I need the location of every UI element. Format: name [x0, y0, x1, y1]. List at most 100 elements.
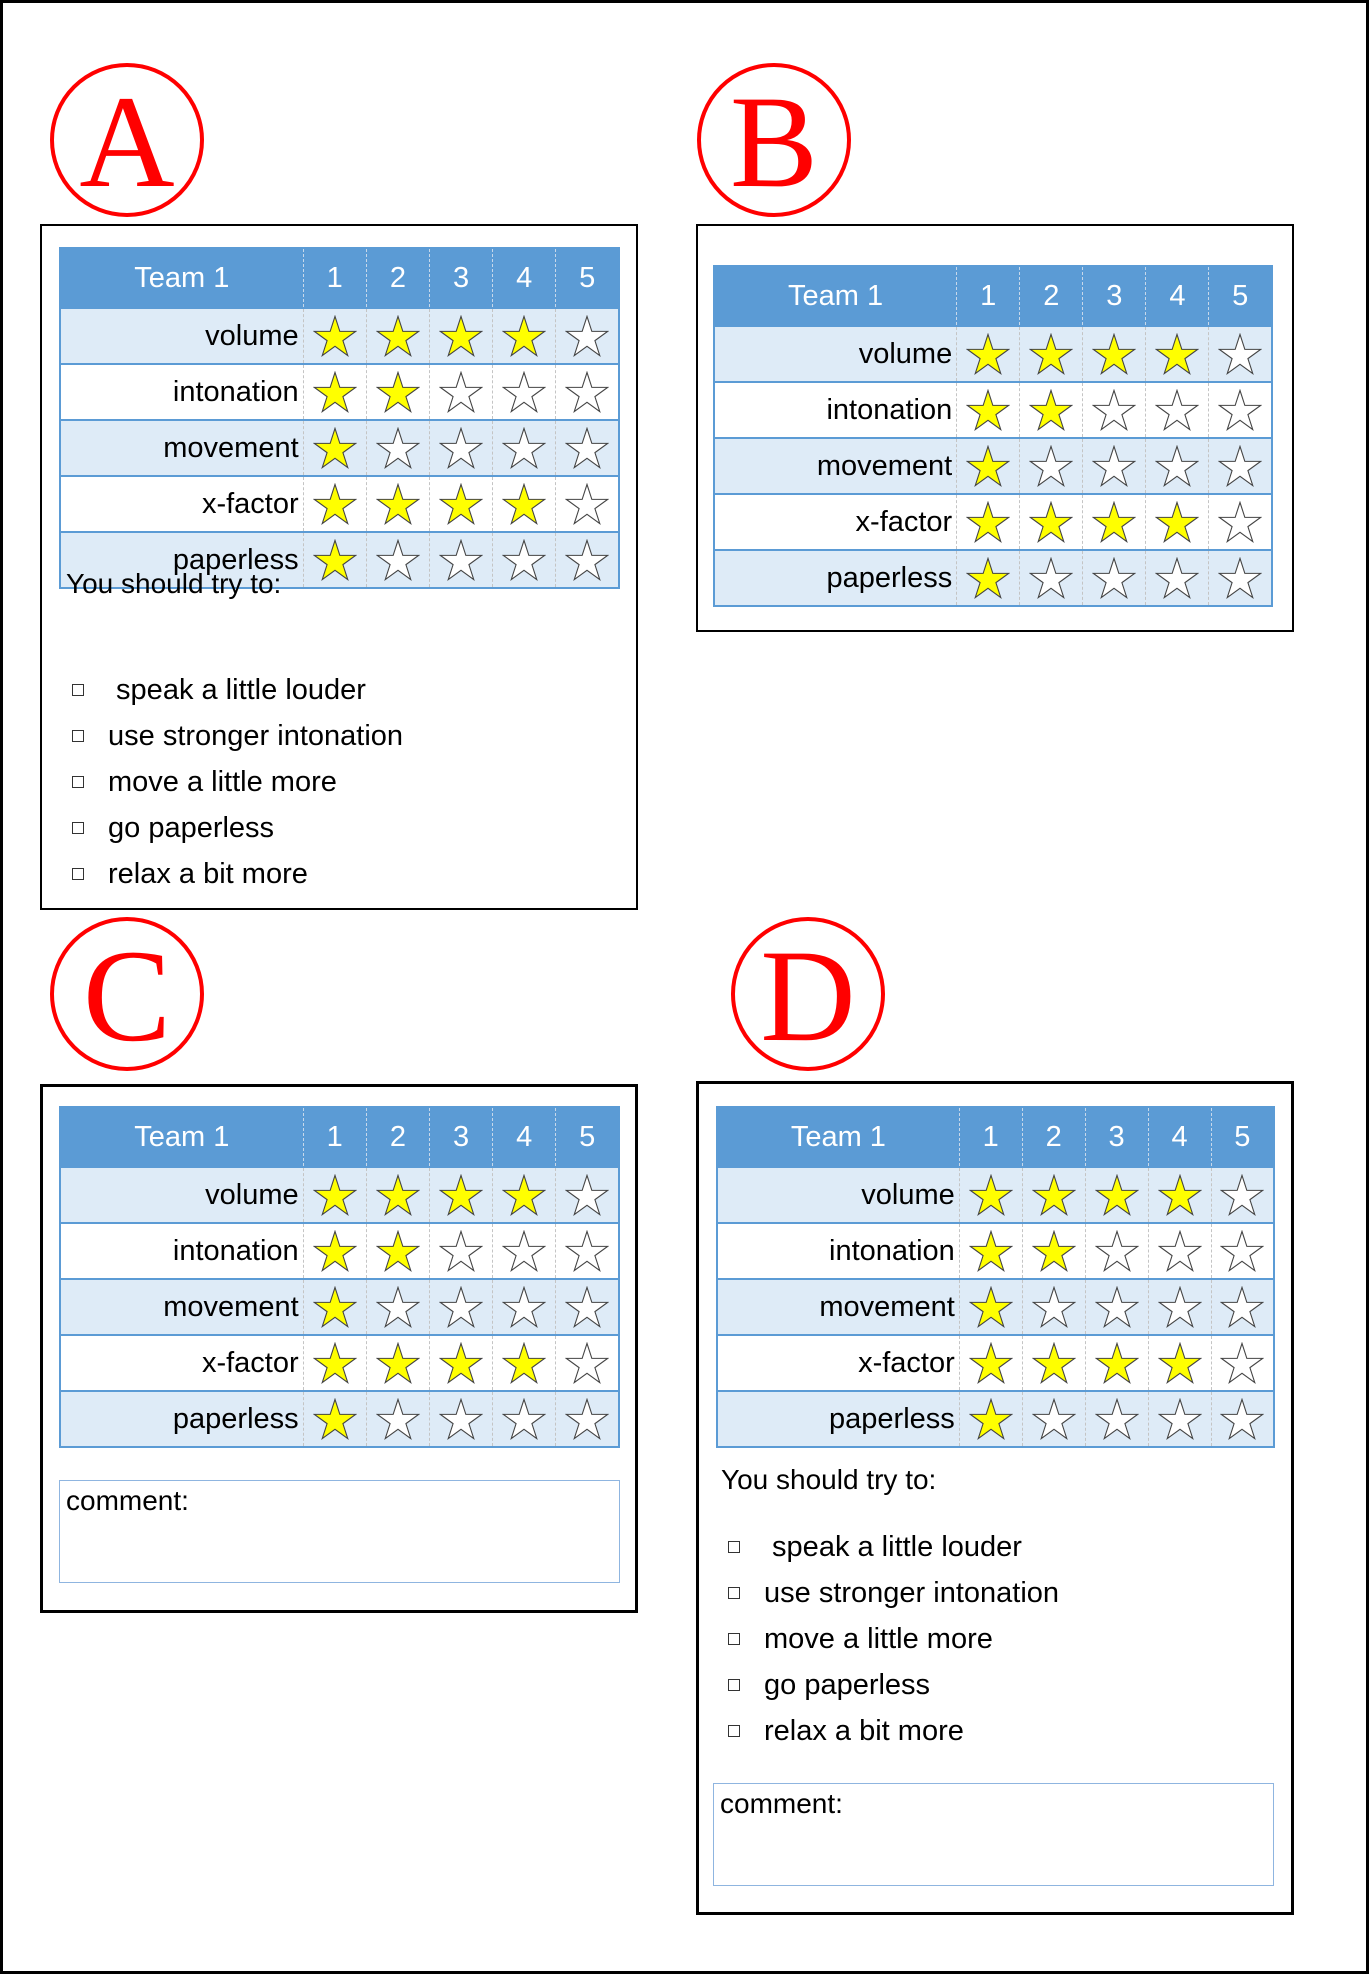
star-cell[interactable]	[302, 1278, 367, 1335]
star-empty-icon[interactable]	[439, 539, 484, 581]
star-filled-icon[interactable]	[312, 315, 357, 357]
checkbox-icon[interactable]	[72, 776, 84, 788]
star-filled-icon[interactable]	[312, 539, 357, 581]
star-cell[interactable]	[1082, 493, 1146, 550]
star-filled-icon[interactable]	[375, 1174, 420, 1216]
star-empty-icon[interactable]	[565, 1230, 610, 1272]
star-cell[interactable]	[555, 531, 619, 588]
star-empty-icon[interactable]	[565, 1286, 610, 1328]
star-empty-icon[interactable]	[502, 539, 547, 581]
star-cell[interactable]	[492, 1390, 556, 1447]
star-cell[interactable]	[1210, 1334, 1274, 1391]
star-empty-icon[interactable]	[1218, 333, 1263, 375]
star-empty-icon[interactable]	[1094, 1230, 1139, 1272]
star-cell[interactable]	[1210, 1278, 1274, 1335]
star-cell[interactable]	[555, 419, 619, 476]
star-filled-icon[interactable]	[312, 1174, 357, 1216]
star-filled-icon[interactable]	[968, 1342, 1013, 1384]
star-empty-icon[interactable]	[1155, 557, 1200, 599]
star-empty-icon[interactable]	[565, 1174, 610, 1216]
star-empty-icon[interactable]	[1092, 557, 1137, 599]
checkbox-icon[interactable]	[728, 1541, 740, 1553]
star-empty-icon[interactable]	[1218, 501, 1263, 543]
try-item[interactable]: move a little more	[728, 1616, 1059, 1662]
checkbox-icon[interactable]	[728, 1679, 740, 1691]
star-cell[interactable]	[1021, 1166, 1086, 1223]
star-filled-icon[interactable]	[966, 501, 1011, 543]
star-cell[interactable]	[956, 437, 1020, 494]
star-cell[interactable]	[1210, 1390, 1274, 1447]
star-empty-icon[interactable]	[375, 1286, 420, 1328]
star-cell[interactable]	[428, 419, 493, 476]
star-cell[interactable]	[428, 1278, 493, 1335]
checkbox-icon[interactable]	[728, 1633, 740, 1645]
star-empty-icon[interactable]	[565, 315, 610, 357]
star-empty-icon[interactable]	[565, 427, 610, 469]
star-filled-icon[interactable]	[1094, 1342, 1139, 1384]
star-empty-icon[interactable]	[1220, 1398, 1265, 1440]
star-empty-icon[interactable]	[1031, 1286, 1076, 1328]
star-cell[interactable]	[1019, 325, 1083, 382]
star-filled-icon[interactable]	[502, 483, 547, 525]
star-empty-icon[interactable]	[565, 371, 610, 413]
star-cell[interactable]	[365, 1334, 430, 1391]
star-filled-icon[interactable]	[1155, 333, 1200, 375]
star-filled-icon[interactable]	[502, 315, 547, 357]
star-filled-icon[interactable]	[375, 371, 420, 413]
star-filled-icon[interactable]	[312, 371, 357, 413]
star-filled-icon[interactable]	[439, 315, 484, 357]
star-filled-icon[interactable]	[375, 1342, 420, 1384]
star-filled-icon[interactable]	[1092, 501, 1137, 543]
star-cell[interactable]	[1021, 1222, 1086, 1279]
star-filled-icon[interactable]	[1094, 1174, 1139, 1216]
star-empty-icon[interactable]	[1220, 1174, 1265, 1216]
checkbox-icon[interactable]	[72, 684, 84, 696]
star-cell[interactable]	[1210, 1166, 1274, 1223]
star-cell[interactable]	[1084, 1222, 1149, 1279]
star-cell[interactable]	[492, 1222, 556, 1279]
star-empty-icon[interactable]	[565, 483, 610, 525]
star-cell[interactable]	[1147, 1166, 1212, 1223]
star-cell[interactable]	[428, 1334, 493, 1391]
star-cell[interactable]	[428, 1390, 493, 1447]
star-cell[interactable]	[1021, 1278, 1086, 1335]
star-filled-icon[interactable]	[312, 483, 357, 525]
star-cell[interactable]	[1019, 549, 1083, 606]
star-cell[interactable]	[492, 1334, 556, 1391]
star-cell[interactable]	[1208, 325, 1272, 382]
star-cell[interactable]	[1084, 1334, 1149, 1391]
star-empty-icon[interactable]	[565, 1398, 610, 1440]
star-filled-icon[interactable]	[968, 1286, 1013, 1328]
star-cell[interactable]	[428, 1222, 493, 1279]
star-filled-icon[interactable]	[312, 1398, 357, 1440]
star-cell[interactable]	[1147, 1334, 1212, 1391]
star-empty-icon[interactable]	[1155, 389, 1200, 431]
star-cell[interactable]	[1145, 437, 1209, 494]
star-empty-icon[interactable]	[375, 539, 420, 581]
star-cell[interactable]	[365, 1222, 430, 1279]
star-filled-icon[interactable]	[966, 389, 1011, 431]
star-cell[interactable]	[1210, 1222, 1274, 1279]
star-cell[interactable]	[555, 1166, 619, 1223]
star-cell[interactable]	[1082, 325, 1146, 382]
star-filled-icon[interactable]	[966, 557, 1011, 599]
star-filled-icon[interactable]	[312, 427, 357, 469]
star-filled-icon[interactable]	[968, 1398, 1013, 1440]
star-cell[interactable]	[428, 475, 493, 532]
try-item[interactable]: go paperless	[72, 805, 403, 851]
checkbox-icon[interactable]	[72, 730, 84, 742]
star-empty-icon[interactable]	[1031, 1398, 1076, 1440]
star-cell[interactable]	[956, 493, 1020, 550]
star-cell[interactable]	[365, 1166, 430, 1223]
checkbox-icon[interactable]	[728, 1725, 740, 1737]
star-cell[interactable]	[365, 363, 430, 420]
star-empty-icon[interactable]	[565, 1342, 610, 1384]
star-cell[interactable]	[1082, 437, 1146, 494]
try-item[interactable]: speak a little louder	[72, 667, 403, 713]
star-cell[interactable]	[365, 419, 430, 476]
star-filled-icon[interactable]	[439, 483, 484, 525]
star-cell[interactable]	[365, 1390, 430, 1447]
star-cell[interactable]	[302, 363, 367, 420]
star-cell[interactable]	[302, 307, 367, 364]
star-cell[interactable]	[1145, 381, 1209, 438]
